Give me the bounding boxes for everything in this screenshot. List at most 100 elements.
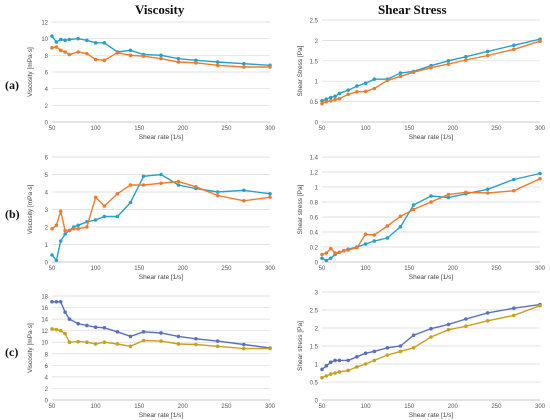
data-point — [54, 40, 59, 44]
data-point — [102, 340, 107, 345]
x-tick-label: 200 — [448, 126, 459, 132]
y-tick-label: 1.5 — [310, 345, 319, 351]
y-tick-label: 10 — [41, 37, 48, 43]
data-point — [50, 299, 54, 304]
data-point — [355, 245, 359, 250]
data-point — [194, 61, 198, 65]
y-tick-label: 0.2 — [310, 246, 319, 252]
x-tick-label: 100 — [91, 266, 102, 272]
data-point — [93, 342, 98, 346]
chart-3: 0 0.2 0.4 0.6 0.8 1 1.2 1.4 50 100 150 200 250 300 She… — [297, 156, 546, 282]
data-point — [63, 50, 67, 54]
data-point — [385, 346, 390, 350]
data-point — [76, 223, 80, 228]
data-point — [355, 365, 359, 369]
data-point — [242, 346, 246, 351]
data-point — [242, 198, 246, 203]
data-point — [115, 51, 120, 55]
data-point — [346, 92, 350, 97]
data-point — [85, 38, 89, 43]
y-tick-label: 1 — [45, 243, 49, 249]
y-axis-title: Shear stress [Pa] — [297, 184, 304, 234]
series-line-0 — [51, 35, 271, 66]
data-point — [328, 98, 333, 103]
data-point — [512, 306, 516, 311]
data-point — [141, 338, 146, 343]
data-point — [337, 91, 342, 96]
x-tick-label: 200 — [448, 404, 459, 410]
y-tick-label: 0.4 — [310, 231, 319, 237]
chart-0: 0 2 4 6 8 10 12 50 100 150 200 250 300 Shear rate [1/… — [27, 21, 276, 142]
data-point — [50, 226, 54, 231]
data-point — [485, 53, 490, 58]
y-tick-label: 6 — [45, 71, 49, 77]
data-point — [337, 96, 342, 101]
x-tick-label: 50 — [49, 266, 56, 272]
data-point — [54, 258, 59, 263]
data-point — [342, 248, 346, 253]
row-label-b: (b) — [5, 207, 20, 221]
data-point — [215, 193, 220, 198]
data-point — [464, 324, 468, 329]
data-point — [50, 34, 54, 38]
y-tick-label: 16 — [41, 306, 48, 312]
series-line-0 — [52, 301, 271, 349]
data-point — [328, 256, 333, 261]
data-point — [63, 310, 67, 314]
data-point — [485, 187, 490, 192]
x-tick-label: 250 — [491, 266, 502, 272]
data-point — [76, 321, 80, 326]
data-point — [159, 172, 163, 177]
data-point — [54, 223, 59, 228]
y-tick-label: 1.2 — [310, 171, 319, 177]
y-tick-label: 10 — [41, 341, 48, 347]
y-tick-label: 0.6 — [310, 216, 319, 222]
y-tick-label: 3 — [45, 208, 49, 214]
data-point — [194, 336, 198, 341]
data-point — [385, 353, 390, 357]
data-point — [446, 328, 451, 332]
data-point — [50, 253, 54, 257]
y-tick-label: 12 — [41, 21, 48, 27]
y-tick-label: 14 — [41, 318, 48, 324]
x-tick-label: 250 — [221, 404, 232, 410]
data-point — [54, 327, 59, 332]
data-point — [128, 48, 133, 53]
data-point — [320, 367, 324, 372]
data-point — [72, 226, 76, 231]
data-point — [63, 228, 67, 233]
data-point — [63, 38, 67, 43]
data-point — [512, 177, 516, 182]
data-point — [85, 51, 89, 56]
data-point — [215, 339, 220, 343]
x-tick-label: 50 — [319, 126, 326, 132]
data-point — [538, 171, 542, 176]
data-point — [268, 191, 272, 196]
data-point — [67, 37, 72, 42]
data-point — [128, 53, 133, 58]
x-tick-label: 250 — [491, 404, 502, 410]
data-point — [333, 371, 337, 375]
x-axis-title: Shear rate [1/s] — [409, 412, 454, 419]
y-tick-label: 18 — [41, 295, 48, 301]
data-point — [429, 335, 433, 339]
y-tick-label: 0 — [45, 261, 49, 267]
data-point — [538, 303, 542, 308]
y-tick-label: 0 — [315, 399, 319, 405]
data-point — [176, 342, 181, 346]
y-tick-label: 6 — [45, 364, 49, 370]
data-point — [355, 84, 359, 88]
data-point — [50, 327, 54, 331]
data-point — [411, 70, 416, 75]
data-point — [398, 349, 403, 354]
data-point — [346, 358, 350, 363]
x-tick-label: 200 — [178, 404, 189, 410]
data-point — [102, 41, 107, 45]
data-point — [464, 54, 468, 59]
data-point — [176, 183, 181, 187]
data-point — [372, 233, 377, 237]
data-point — [320, 375, 324, 380]
data-point — [268, 65, 272, 69]
y-tick-label: 2 — [315, 39, 319, 45]
